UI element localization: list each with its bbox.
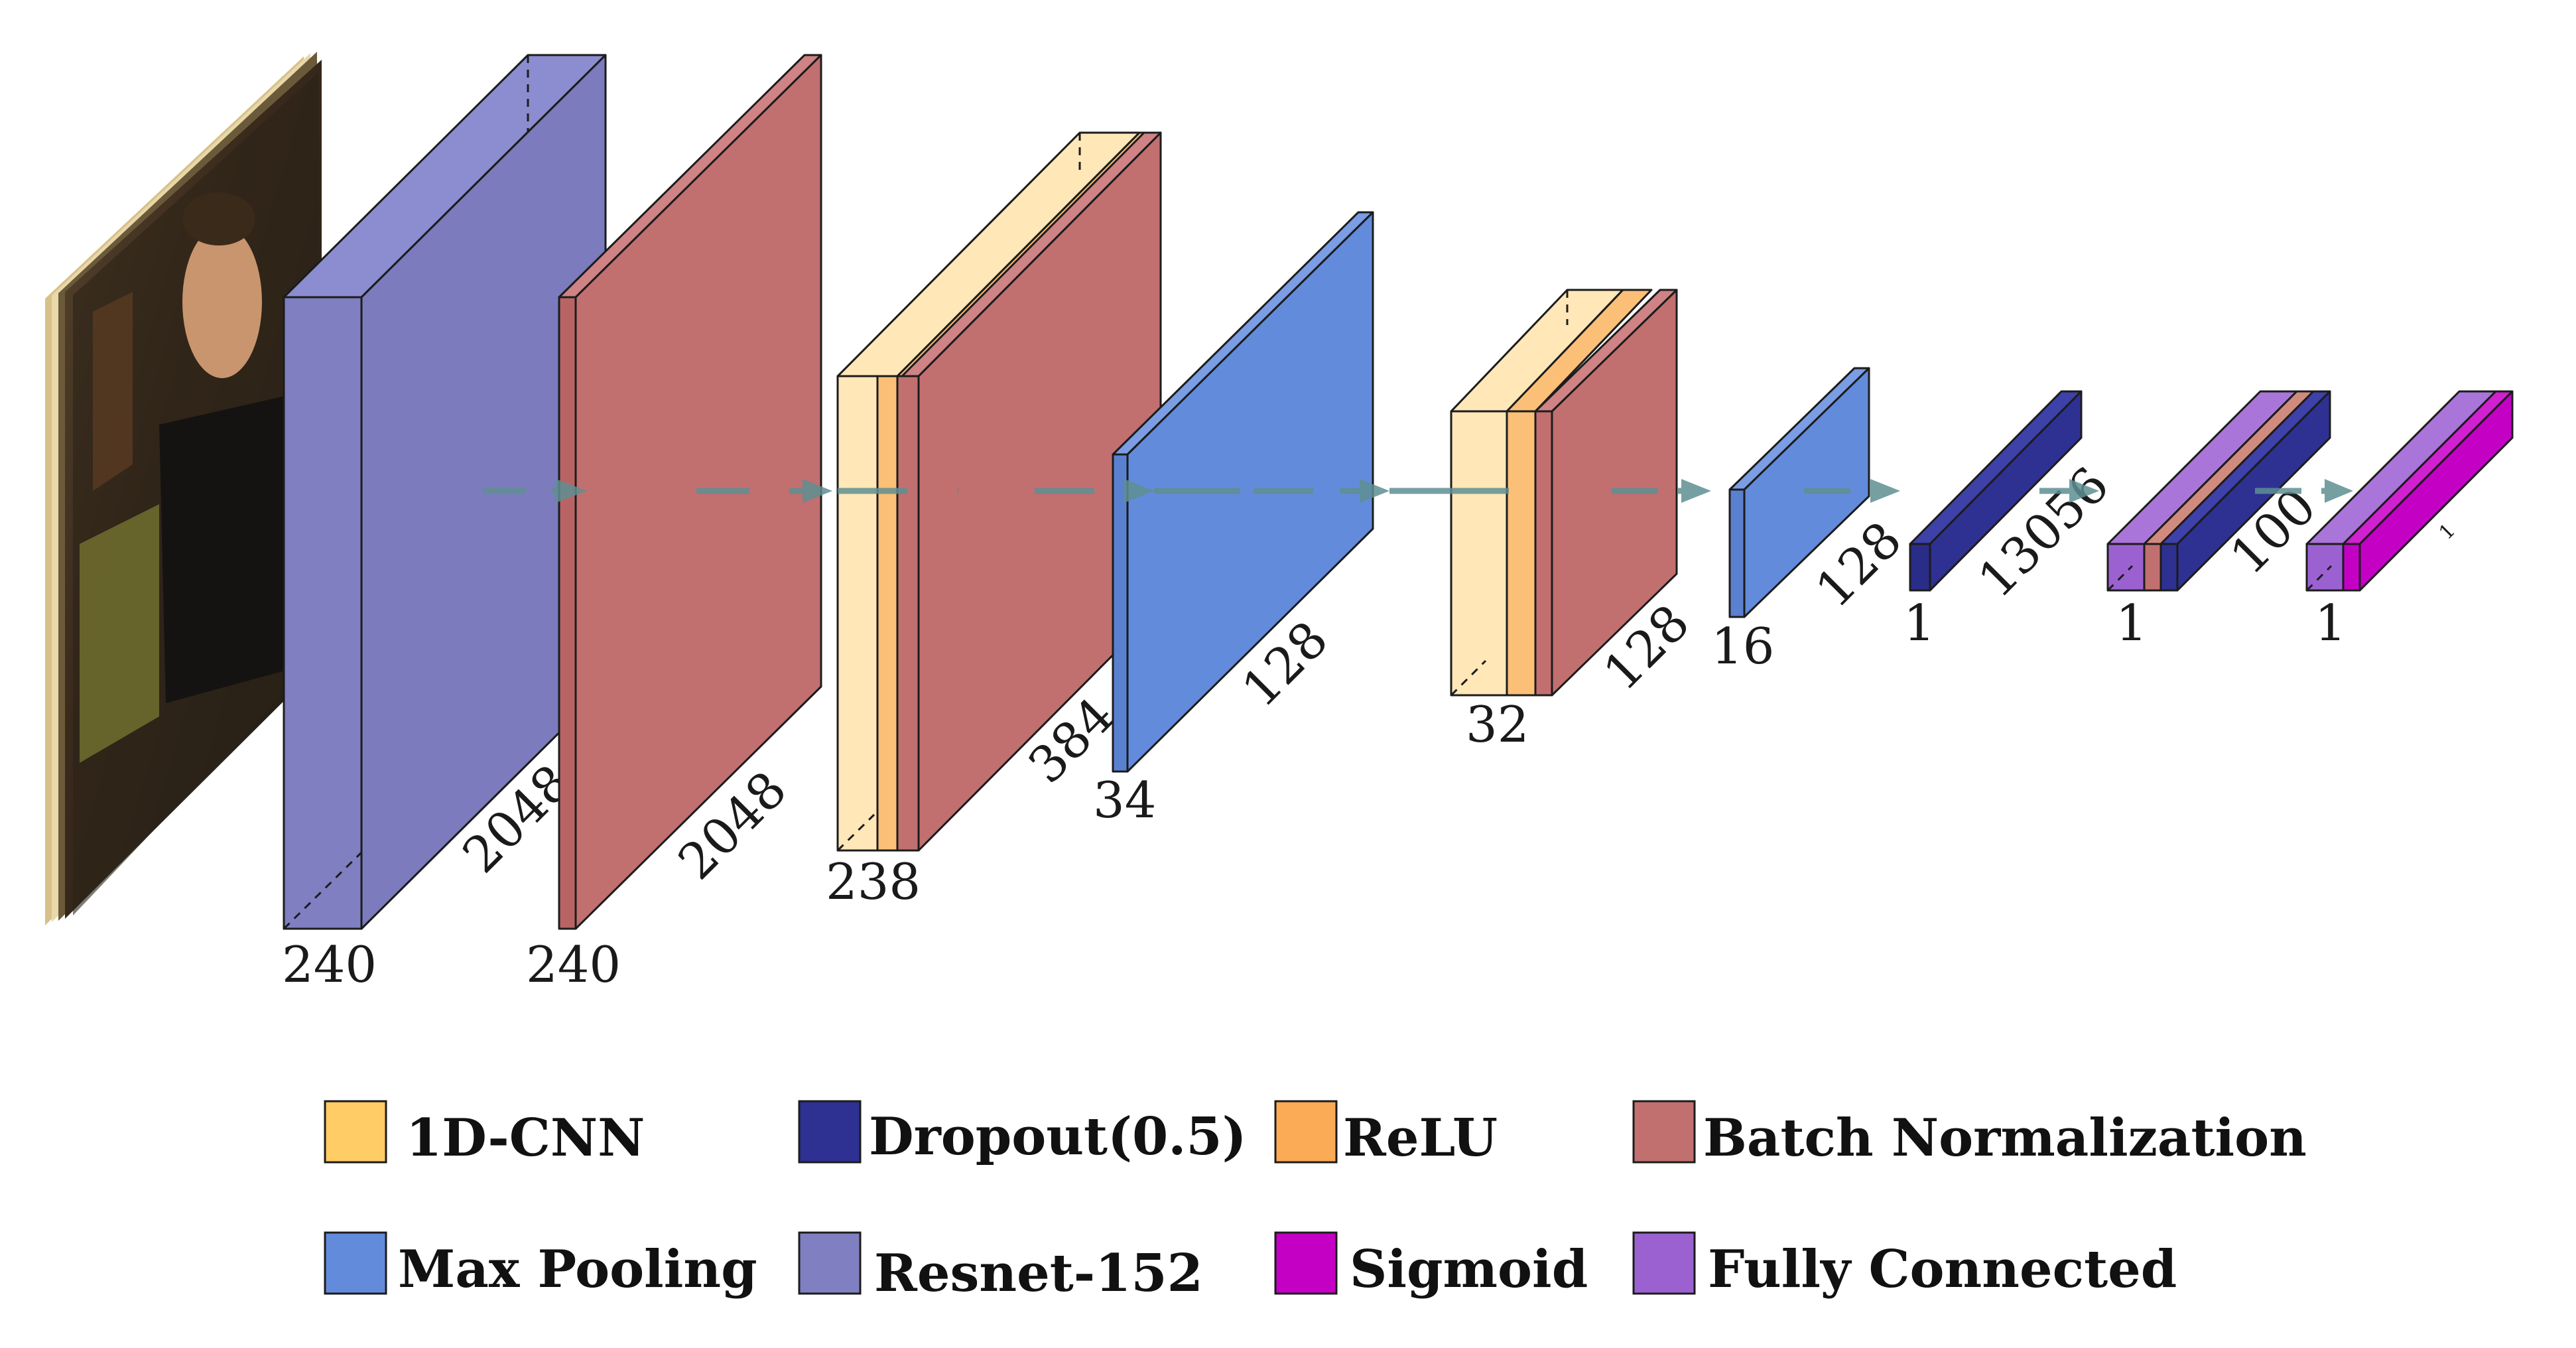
legend-label-sigmoid: Sigmoid — [1350, 1239, 1588, 1300]
maxpool-block-2: 16 128 — [1711, 367, 1913, 675]
legend-swatch-sigmoid — [1274, 1231, 1338, 1295]
legend-swatch-fc — [1632, 1231, 1696, 1295]
cnn-block-2: 32 128 — [1450, 289, 1701, 754]
fc-block-1: 1 100 — [2106, 390, 2331, 652]
legend-item-maxpool: Max Pooling — [324, 1231, 757, 1300]
legend-item-sigmoid: Sigmoid — [1274, 1231, 1588, 1300]
arrow-head-3 — [1124, 479, 1154, 503]
dropout-block: 1 13056 — [1903, 390, 2120, 652]
resnet-width-label: 240 — [282, 935, 377, 994]
legend: 1D-CNN Dropout(0.5) ReLU Batch Normaliza… — [324, 1100, 2307, 1304]
legend-label-resnet: Resnet-152 — [874, 1243, 1203, 1304]
face-shape — [182, 226, 262, 378]
legend-label-fc: Fully Connected — [1708, 1239, 2177, 1300]
legend-swatch-resnet — [798, 1231, 862, 1295]
cnn2-width-label: 32 — [1466, 695, 1529, 754]
maxpool1-width-label: 34 — [1093, 771, 1156, 829]
legend-label-relu: ReLU — [1343, 1108, 1498, 1168]
dropout-width-label: 1 — [1903, 594, 1935, 652]
legend-label-dropout: Dropout(0.5) — [869, 1107, 1247, 1167]
fc2-depth-label: 1 — [2435, 519, 2460, 544]
maxpool2-width-label: 16 — [1711, 617, 1774, 675]
legend-item-dropout: Dropout(0.5) — [798, 1100, 1247, 1167]
legend-item-relu: ReLU — [1274, 1100, 1498, 1168]
arrow-head-6 — [1870, 479, 1900, 503]
arrow-head-8 — [2325, 479, 2353, 503]
legend-item-fc: Fully Connected — [1632, 1231, 2177, 1300]
legend-label-cnn: 1D-CNN — [406, 1108, 645, 1168]
legend-swatch-batchnorm — [1632, 1100, 1696, 1164]
batchnorm1-width-label: 240 — [526, 935, 621, 994]
legend-swatch-maxpool — [324, 1231, 387, 1295]
legend-swatch-dropout — [798, 1100, 862, 1164]
fc-block-2: 1 1 — [2305, 390, 2514, 652]
fc1-width-label: 1 — [2116, 594, 2148, 652]
legend-label-batchnorm: Batch Normalization — [1703, 1108, 2307, 1168]
legend-item-resnet: Resnet-152 — [798, 1231, 1203, 1304]
legend-swatch-relu — [1274, 1100, 1338, 1164]
torso-shape — [159, 391, 312, 703]
resnet-block: 240 2048 — [282, 54, 607, 994]
input-frames-image — [45, 52, 322, 925]
legend-label-maxpool: Max Pooling — [398, 1239, 757, 1300]
arrow-head-2 — [803, 479, 832, 503]
arrow-head-1 — [556, 479, 587, 503]
cnn1-width-label: 238 — [826, 852, 921, 911]
legend-swatch-cnn — [324, 1100, 387, 1164]
arrow-head-5 — [1681, 479, 1711, 503]
flow-arrows — [483, 479, 2353, 503]
fc2-width-label: 1 — [2315, 594, 2347, 652]
legend-item-batchnorm: Batch Normalization — [1632, 1100, 2307, 1168]
arrow-head-7 — [2069, 479, 2099, 503]
arrow-head-4 — [1360, 479, 1389, 503]
legend-item-cnn: 1D-CNN — [324, 1100, 645, 1168]
